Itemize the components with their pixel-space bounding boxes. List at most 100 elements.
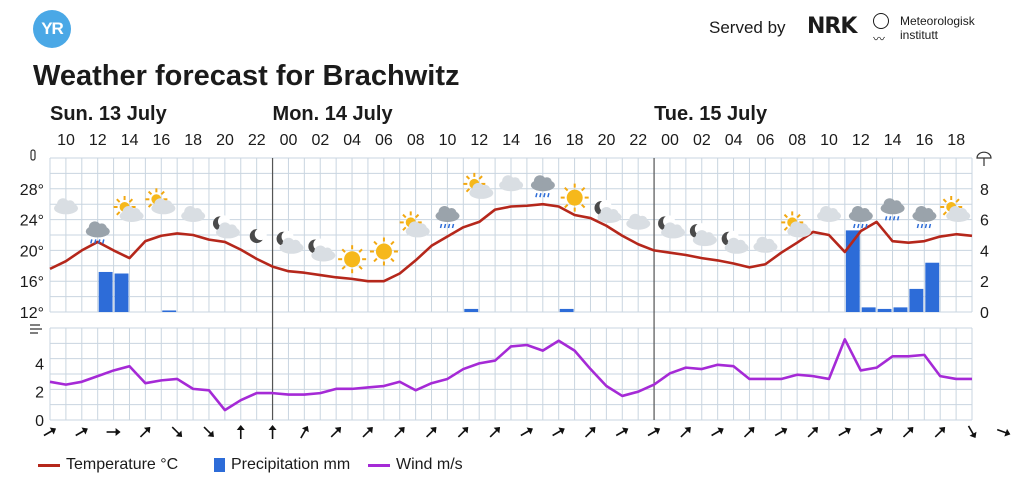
rain-icon	[435, 206, 460, 229]
cloud-part	[637, 215, 648, 226]
wind-arrow-head	[493, 427, 501, 434]
hour-label: 16	[534, 132, 552, 149]
partly-sunny-icon	[145, 188, 176, 215]
wind-arrow-head	[175, 430, 183, 437]
cloud-part	[96, 223, 107, 234]
sun-ray	[390, 257, 395, 263]
cloud-part	[891, 200, 902, 211]
precip-tick-label: 6	[980, 213, 989, 230]
rain-drop	[451, 223, 455, 229]
precipitation-legend-swatch	[214, 458, 225, 472]
wind-arrow-head	[115, 428, 121, 436]
partly-night-icon	[276, 230, 304, 254]
sun-disc	[375, 243, 392, 260]
hour-label: 20	[598, 132, 616, 149]
wind-arrow-head	[236, 425, 245, 430]
precip-tick-label: 2	[980, 274, 989, 291]
cloud-part	[828, 208, 839, 218]
wind-arrow-head	[938, 427, 946, 434]
rain-drop	[924, 223, 928, 229]
sun-ray	[341, 248, 346, 253]
precip-bar	[464, 308, 479, 312]
cloud-part	[735, 239, 746, 250]
cloud-part	[226, 224, 237, 235]
wind-arrow-head	[526, 427, 533, 435]
day-label-1: Mon. 14 July	[273, 103, 394, 125]
wind-arrow	[520, 427, 533, 437]
cloud-part	[798, 223, 809, 234]
hour-label: 00	[280, 132, 298, 149]
precip-bar	[877, 308, 892, 312]
cloud-part	[957, 208, 968, 218]
sunny-icon	[338, 245, 367, 274]
wind-arrow-head	[717, 427, 724, 435]
partly-sunny-icon	[781, 211, 812, 238]
rain-drop	[543, 193, 546, 198]
wind-arrow-head	[398, 427, 405, 434]
cloud-part	[923, 208, 934, 218]
rain-drop	[861, 223, 864, 229]
hour-label: 06	[375, 132, 393, 149]
wind-arrow-head	[906, 427, 914, 434]
rain-icon	[848, 206, 873, 229]
wind-grid	[49, 327, 973, 421]
sun-ray	[373, 257, 378, 263]
wind-arrow-head	[844, 427, 851, 435]
wind-arrow-head	[876, 427, 883, 435]
wind-arrow-head	[430, 427, 437, 434]
wind-arrow-head	[811, 427, 818, 434]
wind-arrow-head	[558, 427, 565, 435]
temp-tick-label: 24°	[20, 213, 44, 230]
hour-label: 12	[470, 132, 488, 149]
umbrella-icon	[976, 151, 992, 166]
wind-legend-swatch	[368, 463, 390, 467]
sunny-icon	[560, 183, 589, 212]
wind-arrow-head	[589, 427, 596, 434]
precip-bar	[909, 288, 924, 312]
cloud-part	[162, 200, 173, 211]
sun-ray	[147, 190, 153, 196]
partly-night-icon	[212, 215, 240, 239]
hour-label: 14	[121, 132, 139, 149]
rain-drop	[888, 216, 892, 221]
yr-logo[interactable]: YR	[33, 10, 71, 48]
cloud-part	[290, 239, 301, 250]
partly-sunny-icon	[940, 196, 971, 222]
hour-label: 02	[311, 132, 329, 149]
precip-bar	[559, 308, 574, 312]
temp-tick-label: 12°	[20, 305, 44, 322]
precip-bar	[845, 230, 860, 312]
cloud-part	[322, 247, 333, 258]
sun-ray	[581, 203, 586, 209]
sunny-icon	[369, 237, 398, 266]
wind-arrow	[552, 427, 565, 437]
hour-label: 18	[566, 132, 584, 149]
temperature-legend-label: Temperature °C	[66, 456, 179, 473]
sun-ray	[358, 248, 363, 253]
wind-tick-label: 2	[35, 385, 44, 402]
rain-drop	[884, 216, 888, 221]
day-label-2: Tue. 15 July	[654, 103, 768, 125]
cloudy-icon	[54, 198, 78, 215]
sun-ray	[402, 226, 407, 231]
sun-ray	[358, 265, 363, 270]
hour-label: 14	[502, 132, 520, 149]
cloudy-icon	[181, 206, 206, 222]
wind-arrow	[838, 427, 851, 437]
wind-arrow	[330, 427, 342, 438]
rain-drop	[535, 193, 538, 198]
wind-arrow	[774, 427, 788, 437]
sun-ray	[783, 226, 788, 231]
hour-label: 16	[916, 132, 934, 149]
rain-drop	[439, 223, 443, 229]
rain-drop	[539, 193, 542, 198]
hour-label: 08	[407, 132, 425, 149]
wind-arrow-head	[684, 427, 691, 434]
forecast-chart: Sun. 13 July Mon. 14 July Tue. 15 July 10 12…	[20, 103, 1011, 439]
met-wave-icon: 〰	[873, 32, 886, 46]
wind-arrow-head	[49, 427, 57, 435]
wind-arrow	[75, 427, 88, 437]
precip-bar	[861, 307, 876, 312]
thermometer-icon	[30, 149, 36, 161]
wind-arrow	[711, 427, 724, 437]
